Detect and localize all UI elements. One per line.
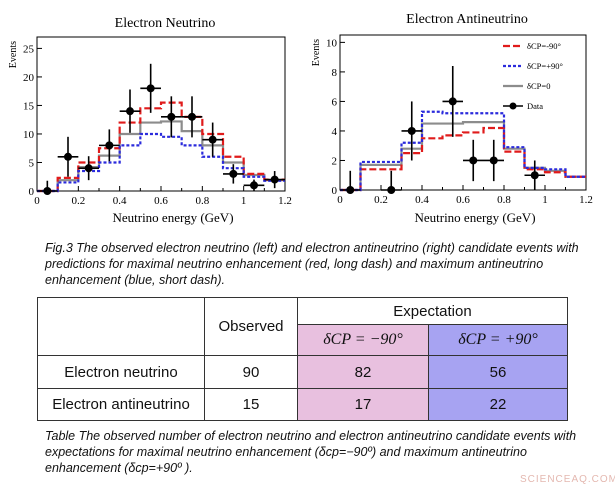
x-axis-label: Neutrino energy (GeV)	[414, 210, 535, 225]
watermark: SCIENCEAQ.COM	[520, 474, 615, 485]
x-tick-label: 0.8	[195, 195, 209, 207]
x-tick-label: 1	[542, 194, 548, 206]
x-tick-label: 0.4	[415, 194, 429, 206]
data-point	[530, 171, 539, 180]
data-point	[43, 187, 52, 195]
data-point	[346, 186, 355, 194]
data-point	[448, 97, 457, 106]
x-tick-label: 0.6	[456, 194, 470, 206]
y-tick-label: 6	[332, 96, 338, 108]
observed-value: 90	[204, 355, 298, 389]
series-line	[340, 126, 586, 192]
series-line	[37, 101, 285, 193]
figure-caption: Fig.3 The observed electron neutrino (le…	[45, 241, 579, 287]
legend: δCP=-90° δCP=+90° δCP=0 Data	[503, 41, 563, 111]
y-axis-label: Events	[311, 39, 322, 66]
y-tick-label: 8	[332, 67, 338, 79]
x-tick-label: 1.2	[278, 195, 292, 207]
legend-label: Data	[527, 101, 543, 111]
data-point	[387, 186, 396, 194]
y-tick-label: 10	[326, 37, 338, 49]
series-line	[340, 110, 586, 192]
table-header-row: Observed Expectation	[37, 297, 568, 356]
y-tick-label: 0	[29, 186, 35, 198]
table-corner-cell	[37, 297, 205, 356]
x-tick-label: 0.4	[113, 195, 127, 207]
y-tick-label: 0	[332, 185, 338, 197]
series-line	[37, 132, 285, 193]
data-point	[64, 152, 72, 161]
delta-plus-value: 56	[428, 355, 568, 389]
x-tick-label: 0.8	[497, 194, 511, 206]
chart-title: Electron Antineutrino	[406, 12, 528, 27]
data-point	[146, 84, 155, 93]
data-point	[270, 175, 279, 184]
delta-plus-header: δCP = +90°	[428, 324, 568, 356]
data-point	[126, 107, 134, 116]
legend-label: δCP=+90°	[527, 61, 563, 71]
x-tick-label: 0.2	[374, 194, 388, 206]
y-tick-label: 2	[332, 155, 338, 167]
data-point	[188, 112, 196, 121]
data-point	[469, 156, 478, 165]
chart-electron-antineutrino: Electron Antineutrino Neutrino energy (Ge…	[311, 12, 593, 225]
observed-header: Observed	[204, 297, 298, 356]
plot-frame	[36, 36, 286, 192]
y-tick-label: 15	[23, 100, 35, 112]
x-tick-label: 1.2	[579, 194, 593, 206]
x-tick-label: 0.2	[71, 195, 85, 207]
charts-canvas: Electron Neutrino Neutrino energy (GeV) Ev…	[8, 12, 593, 225]
y-tick-label: 10	[23, 129, 35, 141]
legend-label: δCP=-90°	[527, 41, 561, 51]
data-point	[250, 181, 258, 190]
row-label: Electron neutrino	[37, 355, 205, 389]
y-tick-label: 25	[23, 43, 35, 55]
x-axis-label: Neutrino energy (GeV)	[112, 210, 233, 225]
delta-minus-value: 82	[297, 355, 429, 389]
data-point	[167, 112, 176, 121]
table-caption: Table The observed number of electron ne…	[45, 429, 577, 475]
delta-minus-header: δCP = −90°	[297, 324, 429, 356]
y-tick-label: 20	[23, 72, 35, 84]
data-point	[105, 141, 114, 150]
x-tick-label: 0	[34, 195, 40, 207]
delta-plus-value: 22	[428, 388, 568, 421]
legend-label: δCP=0	[527, 81, 550, 91]
y-tick-label: 5	[29, 157, 35, 169]
chart-title: Electron Neutrino	[115, 16, 216, 31]
x-tick-label: 0	[337, 194, 343, 206]
y-axis-label: Events	[8, 41, 19, 68]
data-point	[229, 169, 238, 178]
delta-minus-value: 17	[297, 388, 429, 421]
table-row: Electron antineutrino 15 17 22	[37, 388, 568, 421]
data-point	[489, 156, 498, 165]
row-label: Electron antineutrino	[37, 388, 205, 421]
x-tick-label: 0.6	[154, 195, 168, 207]
data-point	[84, 164, 93, 173]
chart-electron-neutrino: Electron Neutrino Neutrino energy (GeV) Ev…	[8, 16, 292, 225]
expectation-header: Expectation	[297, 297, 568, 325]
legend-marker	[509, 102, 517, 110]
table-row: Electron neutrino 90 82 56	[37, 355, 568, 389]
x-tick-label: 1	[241, 195, 247, 207]
data-point	[208, 135, 217, 144]
observed-value: 15	[204, 388, 298, 421]
table-subheader-row: δCP = −90° δCP = +90°	[38, 324, 568, 356]
y-tick-label: 4	[332, 126, 338, 138]
summary-table: Observed Expectation δCP = −90° δCP = +9…	[37, 297, 568, 421]
data-point	[407, 126, 416, 135]
